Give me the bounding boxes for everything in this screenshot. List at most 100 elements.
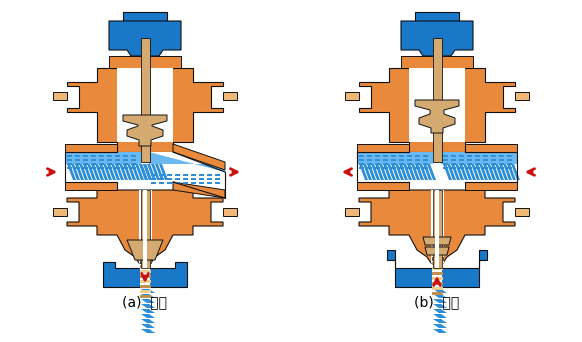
- Polygon shape: [155, 164, 164, 180]
- Bar: [183, 182, 188, 184]
- Bar: [491, 167, 496, 169]
- Polygon shape: [483, 164, 492, 180]
- Bar: [415, 155, 420, 157]
- Bar: [159, 178, 164, 180]
- Polygon shape: [507, 164, 516, 180]
- Bar: [183, 174, 188, 175]
- Bar: [123, 167, 128, 169]
- Polygon shape: [387, 164, 396, 180]
- Polygon shape: [371, 164, 380, 180]
- Polygon shape: [123, 12, 167, 38]
- Polygon shape: [65, 144, 117, 152]
- Polygon shape: [425, 247, 449, 255]
- Polygon shape: [127, 240, 163, 260]
- Bar: [167, 178, 172, 180]
- Bar: [399, 159, 404, 160]
- Bar: [215, 174, 220, 175]
- Bar: [67, 159, 72, 160]
- Bar: [131, 159, 136, 160]
- Polygon shape: [401, 56, 473, 68]
- Bar: [391, 167, 396, 169]
- Polygon shape: [109, 56, 181, 68]
- Bar: [207, 178, 212, 180]
- Polygon shape: [151, 164, 160, 180]
- Bar: [415, 163, 420, 165]
- Polygon shape: [503, 164, 512, 180]
- Bar: [383, 167, 388, 169]
- Polygon shape: [173, 182, 225, 198]
- Polygon shape: [119, 164, 128, 180]
- Polygon shape: [139, 164, 148, 180]
- Polygon shape: [401, 21, 473, 56]
- Bar: [432, 282, 443, 285]
- Bar: [391, 163, 396, 165]
- Bar: [443, 159, 448, 160]
- Polygon shape: [71, 164, 80, 180]
- Bar: [107, 159, 112, 160]
- Bar: [375, 159, 380, 160]
- Bar: [399, 155, 404, 157]
- Text: (b)  合流: (b) 合流: [414, 295, 460, 309]
- Bar: [407, 163, 412, 165]
- Bar: [423, 167, 428, 169]
- Bar: [507, 155, 512, 157]
- Polygon shape: [79, 164, 88, 180]
- Polygon shape: [173, 144, 225, 170]
- Polygon shape: [345, 92, 359, 100]
- Bar: [143, 190, 147, 268]
- Bar: [175, 182, 180, 184]
- Bar: [451, 163, 456, 165]
- Bar: [391, 159, 396, 160]
- Bar: [432, 272, 443, 275]
- Polygon shape: [103, 164, 112, 180]
- Bar: [167, 182, 172, 184]
- Bar: [131, 163, 136, 165]
- Polygon shape: [75, 164, 84, 180]
- Bar: [432, 267, 443, 270]
- Bar: [367, 155, 372, 157]
- Bar: [83, 159, 88, 160]
- Polygon shape: [465, 182, 517, 190]
- Bar: [451, 155, 456, 157]
- Polygon shape: [141, 324, 155, 328]
- Bar: [115, 167, 120, 169]
- Bar: [359, 167, 364, 169]
- Polygon shape: [491, 164, 500, 180]
- Bar: [199, 182, 204, 184]
- Bar: [459, 163, 464, 165]
- Polygon shape: [433, 289, 447, 293]
- Bar: [459, 167, 464, 169]
- Polygon shape: [141, 314, 155, 318]
- Bar: [141, 38, 150, 162]
- Bar: [415, 159, 420, 160]
- Polygon shape: [395, 164, 404, 180]
- Bar: [140, 295, 151, 298]
- Bar: [359, 155, 364, 157]
- Bar: [467, 163, 472, 165]
- Bar: [375, 167, 380, 169]
- Text: (a)  分流: (a) 分流: [122, 295, 168, 309]
- Polygon shape: [131, 164, 140, 180]
- Polygon shape: [99, 164, 108, 180]
- Polygon shape: [141, 319, 155, 323]
- Bar: [75, 163, 80, 165]
- Polygon shape: [383, 164, 392, 180]
- Polygon shape: [111, 164, 120, 180]
- Bar: [407, 159, 412, 160]
- Polygon shape: [95, 164, 104, 180]
- Polygon shape: [419, 164, 428, 180]
- Polygon shape: [141, 304, 155, 308]
- Bar: [75, 167, 80, 169]
- Polygon shape: [141, 299, 155, 303]
- Bar: [115, 159, 120, 160]
- Polygon shape: [67, 68, 223, 152]
- Bar: [491, 163, 496, 165]
- Bar: [131, 155, 136, 157]
- Bar: [99, 155, 104, 157]
- Bar: [183, 178, 188, 180]
- Bar: [215, 178, 220, 180]
- Bar: [140, 275, 151, 278]
- Bar: [459, 155, 464, 157]
- Polygon shape: [447, 164, 456, 180]
- Bar: [83, 167, 88, 169]
